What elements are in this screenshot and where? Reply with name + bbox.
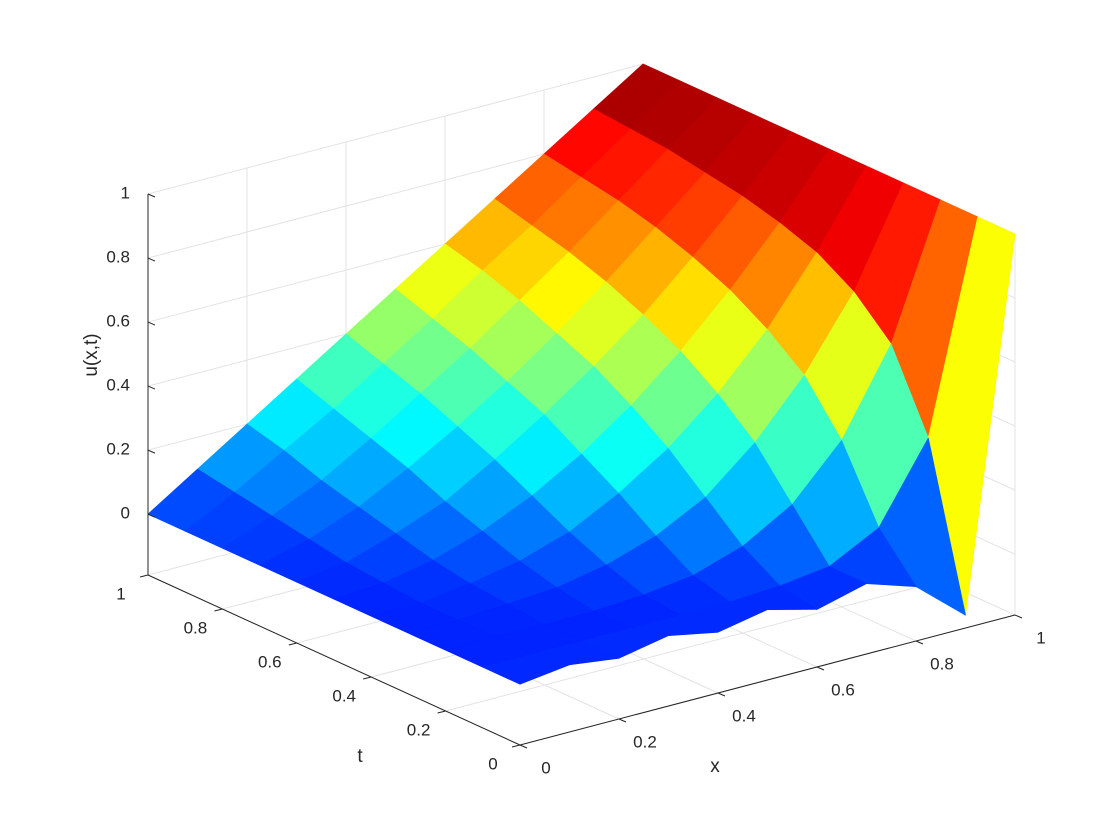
x-tick-label: 0.4 <box>732 706 756 725</box>
z-tick-label: 0.4 <box>106 376 130 395</box>
z-tick <box>147 385 156 390</box>
t-axis-label: t <box>357 746 363 767</box>
z-tick <box>147 449 156 454</box>
t-tick-label: 0.8 <box>184 618 208 637</box>
x-tick-label: 0 <box>541 758 550 777</box>
t-tick-label: 0.2 <box>407 720 431 739</box>
z-tick <box>147 321 156 326</box>
z-tick-label: 0.2 <box>106 440 130 459</box>
z-tick-label: 0 <box>121 504 130 523</box>
t-axis-line <box>147 574 521 746</box>
x-tick <box>816 666 825 671</box>
x-tick <box>618 718 627 723</box>
x-tick-label: 1 <box>1036 628 1045 647</box>
t-tick <box>437 710 446 714</box>
z-tick <box>147 257 156 262</box>
x-tick-label: 0.2 <box>633 732 657 751</box>
t-tick <box>139 574 149 578</box>
x-tick <box>717 692 726 697</box>
t-tick-label: 0 <box>488 754 497 773</box>
t-tick <box>511 744 521 748</box>
grid-line <box>445 580 941 712</box>
x-axis-line <box>519 614 1016 746</box>
axes: 0 0.2 0.4 0.6 0.8 1 0 0.2 0.4 0.6 0.8 1 0 0.2 0.4 0.6 0.… <box>106 183 1045 777</box>
surface-cell <box>482 653 570 685</box>
t-tick-label: 0.6 <box>258 652 282 671</box>
t-tick <box>363 676 372 680</box>
z-tick-label: 1 <box>121 183 130 202</box>
x-tick-label: 0.8 <box>930 654 954 673</box>
grid-line <box>147 63 644 195</box>
t-tick <box>214 608 223 612</box>
z-tick <box>147 193 156 198</box>
t-tick-label: 1 <box>116 584 125 603</box>
x-tick <box>519 744 528 749</box>
x-tick-label: 0.6 <box>831 680 855 699</box>
t-tick-label: 0.4 <box>332 686 356 705</box>
x-tick <box>1014 614 1023 619</box>
z-tick-label: 0.8 <box>106 248 130 267</box>
z-tick <box>147 513 156 518</box>
x-axis-label: x <box>710 756 720 777</box>
z-axis-label: u(x,t) <box>81 333 102 376</box>
x-tick <box>915 640 924 645</box>
t-tick <box>288 642 297 646</box>
surface <box>147 63 1016 685</box>
z-tick-label: 0.6 <box>106 312 130 331</box>
